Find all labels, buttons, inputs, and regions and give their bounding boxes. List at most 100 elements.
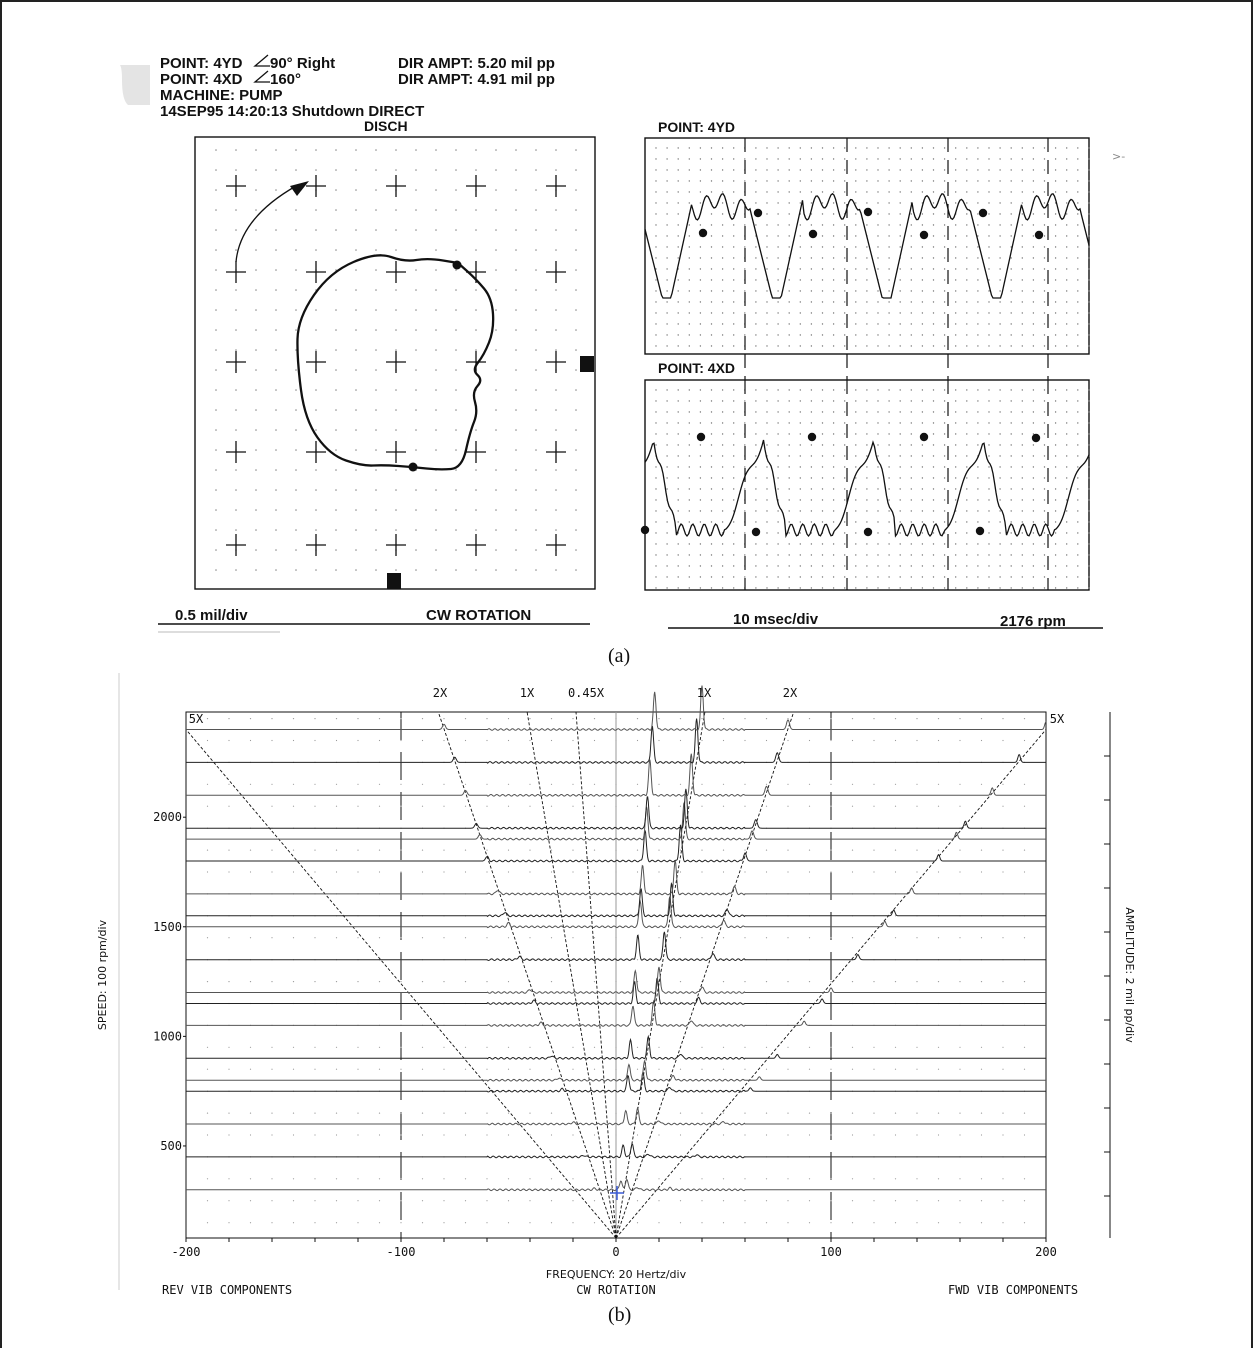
grid-dot [921,191,924,193]
order-line [437,711,617,1239]
grid-dot [877,400,879,402]
grid-dot [733,169,735,171]
grid-dot [966,235,968,237]
orbit-trace [296,254,495,471]
header-disch: DISCH [364,118,408,134]
grid-dot [1066,477,1068,479]
grid-dot [832,301,835,303]
grid-dot [966,400,968,402]
grid-dot [395,309,397,311]
grid-dot [866,158,868,160]
grid-dot [766,235,768,237]
grid-dot [888,554,890,556]
grid-dot [1021,422,1023,424]
grid-dot [550,849,553,851]
grid-dot [655,147,657,149]
grid-dot [535,289,537,291]
grid-dot [808,718,811,720]
grid-dot [966,312,968,314]
grid-dot [688,301,690,303]
grid-dot [475,529,477,531]
grid-dot [235,289,237,291]
grid-dot [988,147,990,149]
grid-dot [1077,202,1079,204]
grid-dot [464,981,467,983]
grid-dot [443,783,445,785]
grid-dot [357,739,359,742]
grid-dot [710,433,713,435]
grid-dot [535,429,537,431]
grid-dot [788,290,790,292]
orbit-grid-crosses [226,175,566,556]
grid-dot [744,554,746,556]
grid-dot [999,565,1001,567]
grid-dot [943,477,946,479]
grid-dot [335,783,338,785]
grid-dot [766,147,768,149]
grid-dot [808,871,811,873]
grid-dot [475,149,477,151]
grid-dot [721,213,724,215]
grid-dot [832,213,835,215]
grid-dot [943,345,946,347]
grid-dot [988,587,990,589]
grid-dot [777,224,779,226]
grid-dot [1077,268,1079,270]
grid-dot [636,739,639,742]
grid-dot [1032,389,1035,391]
grid-dot [721,587,724,589]
grid-dot [988,466,990,468]
grid-dot [699,488,702,490]
grid-dot [1021,587,1023,589]
grid-dot [355,189,357,191]
grid-dot [415,209,417,211]
grid-dot [1021,510,1023,512]
grid-dot [1043,301,1046,303]
grid-dot [1043,279,1046,281]
grid-dot [710,455,713,457]
grid-dot [733,213,735,215]
grid-dot [215,429,217,431]
grid-dot [844,576,846,578]
grid-dot [1032,433,1035,435]
grid-dot [733,224,735,226]
grid-dot [844,334,846,336]
grid-dot [943,389,946,391]
grid-dot [777,334,779,336]
grid-dot [275,349,277,351]
keyphasor-dot [807,432,817,442]
grid-dot [855,444,857,446]
grid-dot [1023,739,1026,742]
grid-dot [421,1178,424,1180]
grid-dot [1054,235,1057,237]
grid-dot [355,549,357,551]
grid-dot [777,532,779,534]
grid-dot [658,1222,660,1224]
grid-dot [977,488,979,490]
grid-dot [486,783,488,785]
grid-dot [855,543,857,545]
grid-dot [515,389,517,391]
grid-dot [943,587,946,589]
grid-dot [955,444,957,446]
grid-dot [810,180,813,182]
grid-dot [1077,510,1079,512]
grid-dot [315,209,317,211]
grid-dot [1010,499,1012,501]
order-line [615,729,1047,1239]
grid-dot [529,1200,531,1202]
grid-dot [335,718,338,720]
grid-cross [226,351,246,373]
grid-dot [877,422,879,424]
grid-dot [959,783,961,785]
grid-dot [699,587,702,589]
grid-dot [710,290,713,292]
grid-dot [435,369,437,371]
grid-dot [988,213,990,215]
grid-dot [1032,312,1035,314]
grid-dot [1054,312,1057,314]
grid-dot [766,587,768,589]
grid-dot [1032,323,1035,325]
grid-dot [515,369,517,371]
grid-dot [215,149,217,151]
